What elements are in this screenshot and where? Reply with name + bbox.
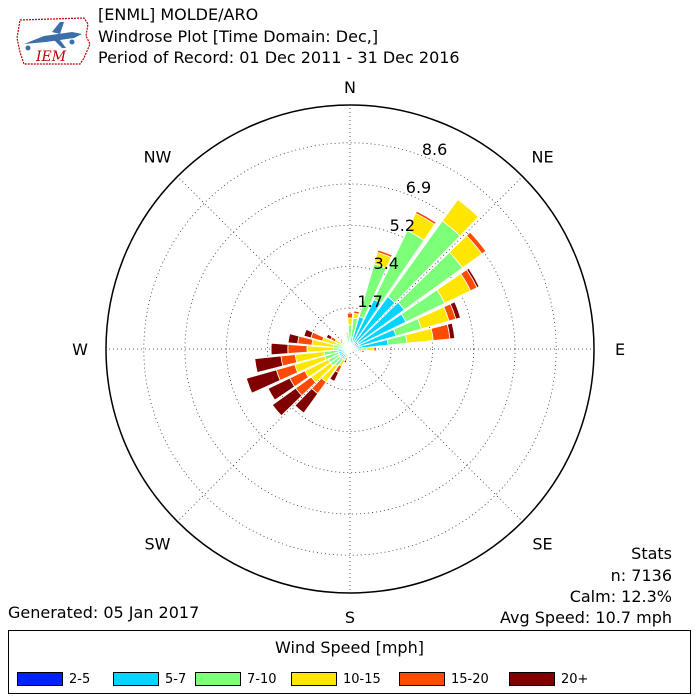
iem-logo: IEM <box>16 17 91 65</box>
legend-item-15-20: 15-20 <box>399 671 489 687</box>
windrose-bar-segment <box>361 349 365 354</box>
windrose-bar-segment <box>287 344 308 354</box>
radial-tick-label: 3.4 <box>374 254 399 273</box>
legend-item-2-5: 2-5 <box>17 671 90 687</box>
windrose-bar-segment <box>466 231 487 255</box>
chart-title-period: Period of Record: 01 Dec 2011 - 31 Dec 2… <box>98 48 460 67</box>
windrose-bar-segment <box>303 328 314 339</box>
direction-label: W <box>72 340 88 359</box>
windrose-bar-segment <box>353 349 358 353</box>
windrose-bar-segment <box>346 312 354 319</box>
polar-grid <box>105 104 595 594</box>
windrose-bar-segment <box>345 334 350 343</box>
windrose-bar-segment <box>254 355 284 373</box>
chart-labels: N NE E SE S SW W NW 1.7 3.4 5.2 6.9 8.6 <box>72 78 625 627</box>
legend-swatch <box>17 672 63 686</box>
radial-tick-label: 6.9 <box>406 178 431 197</box>
direction-label: N <box>344 78 356 97</box>
outer-ring <box>105 104 595 594</box>
windrose-bar-segment <box>441 199 479 237</box>
radial-gridline <box>308 307 392 391</box>
windrose-bar-segment <box>325 333 333 341</box>
legend-label: 5-7 <box>165 671 187 687</box>
windrose-bar-segment <box>287 333 300 345</box>
legend-item-5-7: 5-7 <box>113 671 186 687</box>
radial-tick-label: 8.6 <box>422 140 447 159</box>
legend-swatch <box>195 672 241 686</box>
legend: Wind Speed [mph] 2-5 5-7 7-10 10-15 15-2… <box>8 630 691 694</box>
legend-swatch <box>113 672 159 686</box>
direction-label: NW <box>144 147 172 166</box>
direction-spoke <box>177 176 351 350</box>
direction-label: NE <box>531 147 553 166</box>
stats-avg-speed: Avg Speed: 10.7 mph <box>500 608 672 627</box>
radial-tick-label: 1.7 <box>357 292 382 311</box>
windrose-bar-segment <box>329 370 340 382</box>
windrose-bar-segment <box>280 354 298 367</box>
legend-swatch <box>291 672 337 686</box>
windrose-bar-segment <box>466 267 480 289</box>
windrose-bar-segment <box>373 346 377 352</box>
windrose-bar-segment <box>267 377 296 401</box>
legend-label: 20+ <box>561 671 589 687</box>
direction-label: SE <box>532 535 552 554</box>
windrose-bar-segment <box>353 310 360 315</box>
windrose-bar-segment <box>339 340 344 344</box>
radial-gridline <box>267 266 433 432</box>
direction-spoke <box>349 348 523 522</box>
generated-date: Generated: 05 Jan 2017 <box>8 603 200 622</box>
windrose-bar-segment <box>245 369 281 394</box>
windrose-bar-segment <box>270 342 289 356</box>
legend-item-7-10: 7-10 <box>195 671 277 687</box>
legend-item-20-plus: 20+ <box>509 671 588 687</box>
legend-label: 10-15 <box>343 671 381 687</box>
windrose-bar-segment <box>449 301 461 320</box>
chart-title-station: [ENML] MOLDE/ARO <box>98 5 259 24</box>
chart-title-domain: Windrose Plot [Time Domain: Dec,] <box>98 27 379 46</box>
stats-title: Stats <box>631 544 672 563</box>
windrose-bar-segment <box>376 249 393 258</box>
legend-label: 7-10 <box>247 671 277 687</box>
direction-spoke <box>349 176 523 350</box>
stats-calm: Calm: 12.3% <box>569 587 672 606</box>
legend-swatch <box>509 672 555 686</box>
legend-label: 15-20 <box>451 671 489 687</box>
direction-label: SW <box>144 535 170 554</box>
stats-n: n: 7136 <box>610 566 672 585</box>
logo-text: IEM <box>35 49 67 65</box>
legend-label: 2-5 <box>69 671 91 687</box>
windrose-bars <box>245 199 487 417</box>
legend-title: Wind Speed [mph] <box>275 638 424 657</box>
radial-gridline <box>184 183 516 515</box>
windrose-bar-segment <box>347 317 353 326</box>
windrose-bar-segment <box>430 323 451 341</box>
windrose-bar-segment <box>415 210 437 225</box>
direction-label: S <box>345 608 355 627</box>
windrose-bar-segment <box>366 346 375 352</box>
windrose-bar-segment <box>271 387 303 417</box>
direction-spoke <box>177 348 351 522</box>
windrose-bar-segment <box>345 331 349 336</box>
radial-tick-label: 5.2 <box>390 216 415 235</box>
legend-item-10-15: 10-15 <box>291 671 381 687</box>
radial-gridline <box>143 142 557 556</box>
direction-label: E <box>615 340 625 359</box>
radial-gridline <box>225 224 475 474</box>
windrose-bar-segment <box>294 387 319 414</box>
windrose-bar-segment <box>446 322 456 340</box>
windrose-bar-segment <box>361 347 368 351</box>
legend-swatch <box>399 672 445 686</box>
